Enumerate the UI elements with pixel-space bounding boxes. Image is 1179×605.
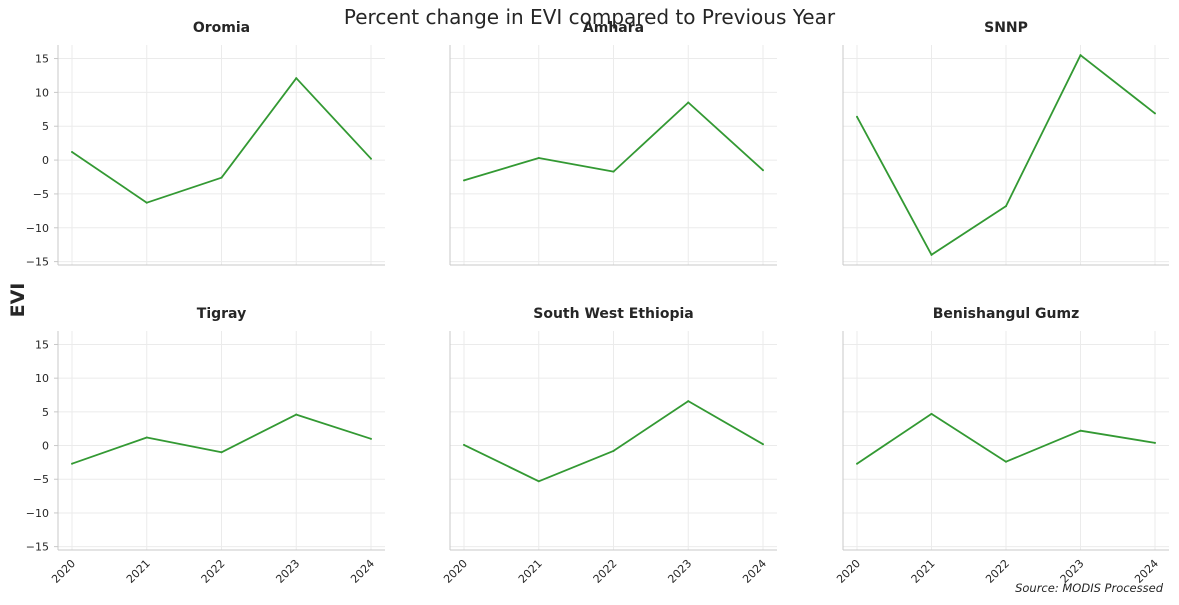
data-point: [687, 400, 690, 403]
x-tick-label: 2021: [516, 557, 545, 586]
x-tick-label: 2023: [273, 557, 302, 586]
x-tick-label: 2020: [49, 557, 78, 586]
data-point: [687, 101, 690, 104]
y-tick-label: −5: [33, 188, 49, 201]
x-tick-label: 2023: [665, 557, 694, 586]
data-point: [612, 449, 615, 452]
x-tick-label: 2021: [909, 557, 938, 586]
data-point: [370, 157, 372, 160]
data-point: [1154, 112, 1156, 115]
data-point: [856, 115, 858, 118]
data-point: [145, 201, 148, 204]
panel-snnp: SNNP: [842, 20, 1169, 266]
panel-title-oromia: Oromia: [193, 20, 250, 36]
panel-amhara: Amhara: [449, 20, 777, 266]
data-point: [463, 179, 465, 182]
y-tick-label: 10: [35, 86, 49, 99]
data-point: [1079, 429, 1082, 432]
data-point: [370, 437, 372, 440]
data-point: [930, 253, 933, 256]
data-point: [295, 77, 298, 80]
y-tick-label: 0: [42, 440, 49, 453]
data-point: [1005, 460, 1007, 463]
data-point: [295, 413, 298, 416]
data-point: [762, 443, 764, 446]
data-point: [762, 169, 764, 172]
y-tick-label: −15: [26, 541, 49, 554]
y-tick-label: 0: [42, 154, 49, 167]
y-tick-label: 5: [42, 120, 49, 133]
data-point: [1154, 441, 1156, 444]
data-point: [220, 451, 223, 454]
source-note: Source: MODIS Processed: [1015, 581, 1163, 595]
data-point: [71, 462, 73, 465]
panel-title-tigray: Tigray: [197, 306, 246, 322]
y-tick-label: −5: [33, 473, 49, 486]
y-tick-label: 10: [35, 372, 49, 385]
panel-south-west-ethiopia: 2020 2021 2022 2023 2024 South West Ethiopia: [441, 306, 777, 586]
data-point: [856, 462, 858, 465]
x-tick-label: 2022: [983, 557, 1012, 586]
data-point: [612, 170, 615, 173]
figure-title: Percent change in EVI compared to Previo…: [343, 5, 836, 29]
data-point: [930, 412, 933, 415]
x-tick-label: 2020: [834, 557, 863, 586]
data-point: [220, 176, 223, 179]
panel-title-amhara: Amhara: [583, 20, 644, 36]
data-point: [537, 157, 540, 160]
data-point: [463, 443, 465, 446]
y-tick-label: 5: [42, 406, 49, 419]
y-tick-label: −10: [26, 507, 49, 520]
y-tick-label: −10: [26, 222, 49, 235]
x-tick-label: 2022: [199, 557, 228, 586]
panel-tigray: −15 −10 −5 0 5 10 15 2020 2021 2022 2023 2024 Tigray: [26, 306, 385, 586]
y-tick-label: −15: [26, 256, 49, 269]
x-tick-label: 2024: [348, 557, 377, 586]
y-axis-label: EVI: [7, 283, 29, 318]
y-tick-label: 15: [35, 338, 49, 351]
data-point: [1079, 54, 1082, 57]
x-tick-label: 2020: [441, 557, 470, 586]
y-tick-label: 15: [35, 53, 49, 66]
panel-oromia: −15 −10 −5 0 5 10 15 Oromia: [26, 20, 385, 269]
data-point: [71, 150, 73, 153]
x-tick-label: 2022: [591, 557, 620, 586]
x-tick-label: 2024: [740, 557, 769, 586]
panel-title-south-west-ethiopia: South West Ethiopia: [533, 306, 693, 322]
x-tick-label: 2021: [124, 557, 153, 586]
panel-title-benishangul-gumz: Benishangul Gumz: [933, 306, 1080, 322]
data-point: [537, 480, 540, 483]
panel-title-snnp: SNNP: [984, 20, 1028, 36]
data-point: [1005, 205, 1007, 208]
data-point: [145, 436, 148, 439]
